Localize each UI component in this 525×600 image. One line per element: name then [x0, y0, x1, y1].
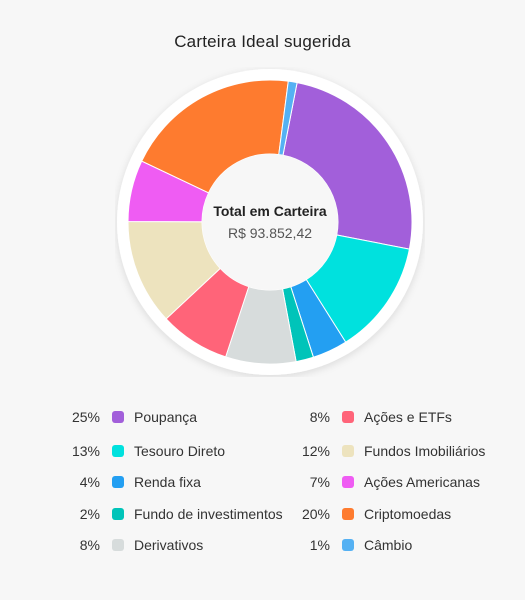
legend-percent: 12% [301, 443, 330, 459]
legend-percent: 1% [309, 537, 330, 553]
legend-label: Poupança [134, 409, 198, 425]
legend-percent: 4% [79, 474, 100, 490]
legend-percent: 25% [71, 409, 100, 425]
donut-svg [117, 69, 423, 375]
legend-label: Ações e ETFs [364, 409, 452, 425]
legend-item-renda-fixa[interactable]: 4% Renda fixa [60, 472, 201, 492]
legend-item-fundos-imobiliarios[interactable]: 12% Fundos Imobiliários [290, 441, 485, 461]
legend-swatch [112, 539, 124, 551]
legend-swatch [342, 539, 354, 551]
donut-slices [127, 79, 413, 365]
legend-label: Ações Americanas [364, 474, 480, 490]
legend-swatch [342, 445, 354, 457]
legend-swatch [112, 476, 124, 488]
donut-hole [202, 154, 338, 290]
legend-swatch [112, 411, 124, 423]
legend-label: Tesouro Direto [134, 443, 226, 459]
legend-percent: 20% [301, 506, 330, 522]
legend-item-acoes-americanas[interactable]: 7% Ações Americanas [290, 472, 480, 492]
legend-label: Renda fixa [134, 474, 201, 490]
legend-label: Fundo de investimentos [134, 506, 283, 522]
donut-chart: Total em Carteira R$ 93.852,42 [115, 67, 425, 377]
legend-item-acoes-e-etfs[interactable]: 8% Ações e ETFs [290, 407, 452, 427]
legend-label: Criptomoedas [364, 506, 452, 522]
legend-swatch [342, 411, 354, 423]
legend-percent: 7% [309, 474, 330, 490]
legend-swatch [112, 508, 124, 520]
legend-label: Câmbio [364, 537, 413, 553]
legend-label: Fundos Imobiliários [364, 443, 486, 459]
legend-percent: 2% [79, 506, 100, 522]
legend-percent: 8% [79, 537, 100, 553]
chart-title: Carteira Ideal sugerida [174, 32, 351, 51]
legend-percent: 13% [71, 443, 100, 459]
legend-item-cambio[interactable]: 1% Câmbio [290, 535, 412, 555]
legend-item-derivativos[interactable]: 8% Derivativos [60, 535, 203, 555]
legend-swatch [112, 445, 124, 457]
legend-percent: 8% [309, 409, 330, 425]
legend-item-fundo-de-investimentos[interactable]: 2% Fundo de investimentos [60, 504, 283, 524]
legend-item-tesouro-direto[interactable]: 13% Tesouro Direto [60, 441, 225, 461]
legend-swatch [342, 476, 354, 488]
legend-item-poupanca[interactable]: 25% Poupança [60, 407, 197, 427]
legend-item-criptomoedas[interactable]: 20% Criptomoedas [290, 504, 451, 524]
legend-label: Derivativos [134, 537, 204, 553]
legend-swatch [342, 508, 354, 520]
